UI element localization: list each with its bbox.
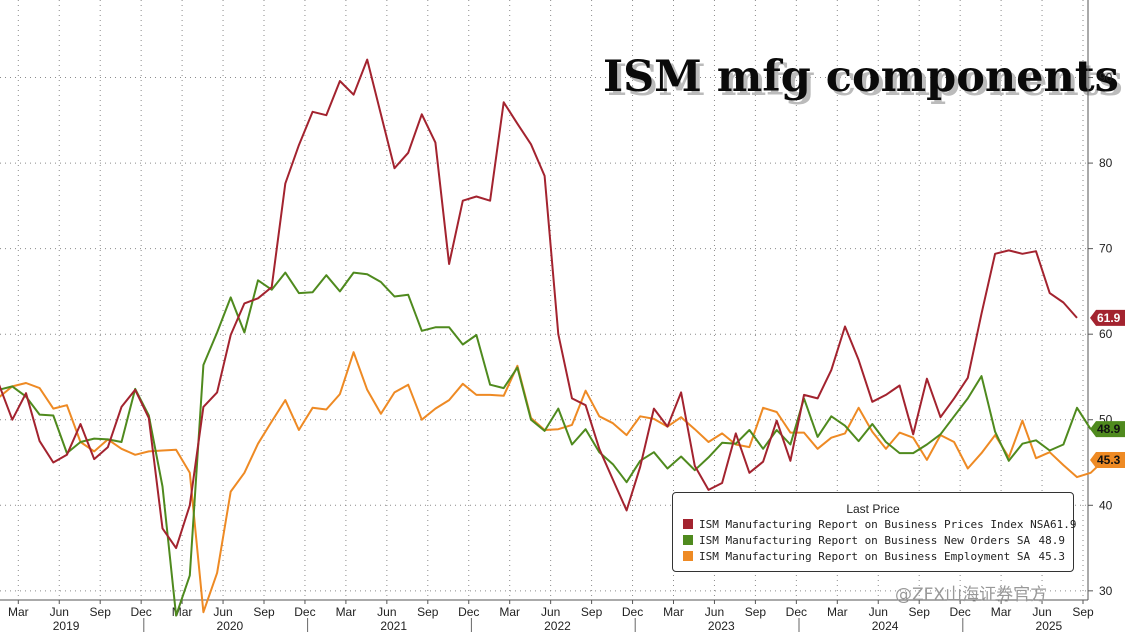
x-year-label: 2024 [872,619,899,632]
x-tick-label: Sep [909,605,931,619]
x-tick-label: Mar [8,605,29,619]
x-tick-label: Sep [417,605,439,619]
x-tick-label: Jun [213,605,232,619]
legend-label-prices: ISM Manufacturing Report on Business Pri… [699,517,1050,531]
x-tick-label: Dec [458,605,479,619]
employment-last-tag-bg [1090,451,1125,468]
x-tick-label: Dec [294,605,315,619]
legend-swatch-new-orders [683,535,693,545]
y-tick-label: 30 [1099,584,1113,598]
x-year-label: 2023 [708,619,735,632]
last-value-tags: 61.9 48.9 45.3 [1090,309,1125,468]
x-tick-label: Sep [90,605,112,619]
x-axis: Mar Jun Sep Dec Mar Jun Sep Dec Mar Jun Sep Dec Mar J… [8,600,1094,632]
x-tick-label: Mar [663,605,684,619]
employment-last-tag-text: 45.3 [1097,453,1121,467]
legend-value-new-orders: 48.9 [1038,533,1066,547]
x-tick-label: Mar [336,605,357,619]
x-tick-label: Dec [130,605,151,619]
x-tick-label: Dec [622,605,643,619]
x-year-label: 2022 [544,619,571,632]
legend-row-prices: ISM Manufacturing Report on Business Pri… [673,516,1077,532]
legend: Last Price ISM Manufacturing Report on B… [672,492,1077,572]
x-tick-label: Jun [377,605,396,619]
x-tick-label: Dec [786,605,807,619]
legend-header: Last Price [846,502,900,516]
legend-label-new-orders: ISM Manufacturing Report on Business New… [699,533,1031,547]
y-tick-label: 90 [1099,71,1113,85]
x-tick-label: Jun [50,605,69,619]
chart-title-shadow: ISM mfg components [607,56,1123,106]
y-tick-label: 40 [1099,498,1113,512]
employment-line [0,351,1105,614]
legend-row-new-orders: ISM Manufacturing Report on Business New… [673,532,1073,548]
x-year-label: 2021 [380,619,407,632]
x-tick-label: Jun [869,605,888,619]
x-tick-label: Mar [827,605,848,619]
prices-last-tag-text: 61.9 [1097,311,1121,325]
legend-swatch-prices [683,519,693,529]
chart-title: ISM mfg components [603,52,1119,102]
x-year-label: 2025 [1036,619,1063,632]
y-tick-label: 70 [1099,242,1113,256]
x-tick-label: Mar [499,605,520,619]
x-tick-label: Mar [991,605,1012,619]
new-orders-last-tag-text: 48.9 [1097,422,1121,436]
x-tick-label: Sep [745,605,767,619]
x-tick-label: Sep [253,605,275,619]
x-tick-label: Jun [1032,605,1051,619]
series-lines [0,58,1105,617]
legend-swatch-employment [683,551,693,561]
x-tick-label: Sep [1072,605,1094,619]
y-tick-label: 60 [1099,327,1113,341]
legend-label-employment: ISM Manufacturing Report on Business Emp… [699,549,1031,563]
prices-line [0,58,1078,550]
x-tick-label: Sep [581,605,603,619]
new-orders-line [0,271,1092,617]
legend-value-employment: 45.3 [1038,549,1066,563]
x-tick-label: Jun [541,605,560,619]
x-tick-label: Dec [949,605,970,619]
prices-last-tag-bg [1090,309,1125,326]
x-year-label: 2019 [53,619,80,632]
y-tick-label: 80 [1099,156,1113,170]
legend-row-employment: ISM Manufacturing Report on Business Emp… [673,548,1073,564]
new-orders-last-tag-bg [1090,421,1125,438]
x-year-label: 2020 [217,619,244,632]
x-tick-label: Jun [705,605,724,619]
watermark: @ZFX山海证券官方 [895,585,1048,605]
legend-value-prices: 61.9 [1050,517,1077,531]
